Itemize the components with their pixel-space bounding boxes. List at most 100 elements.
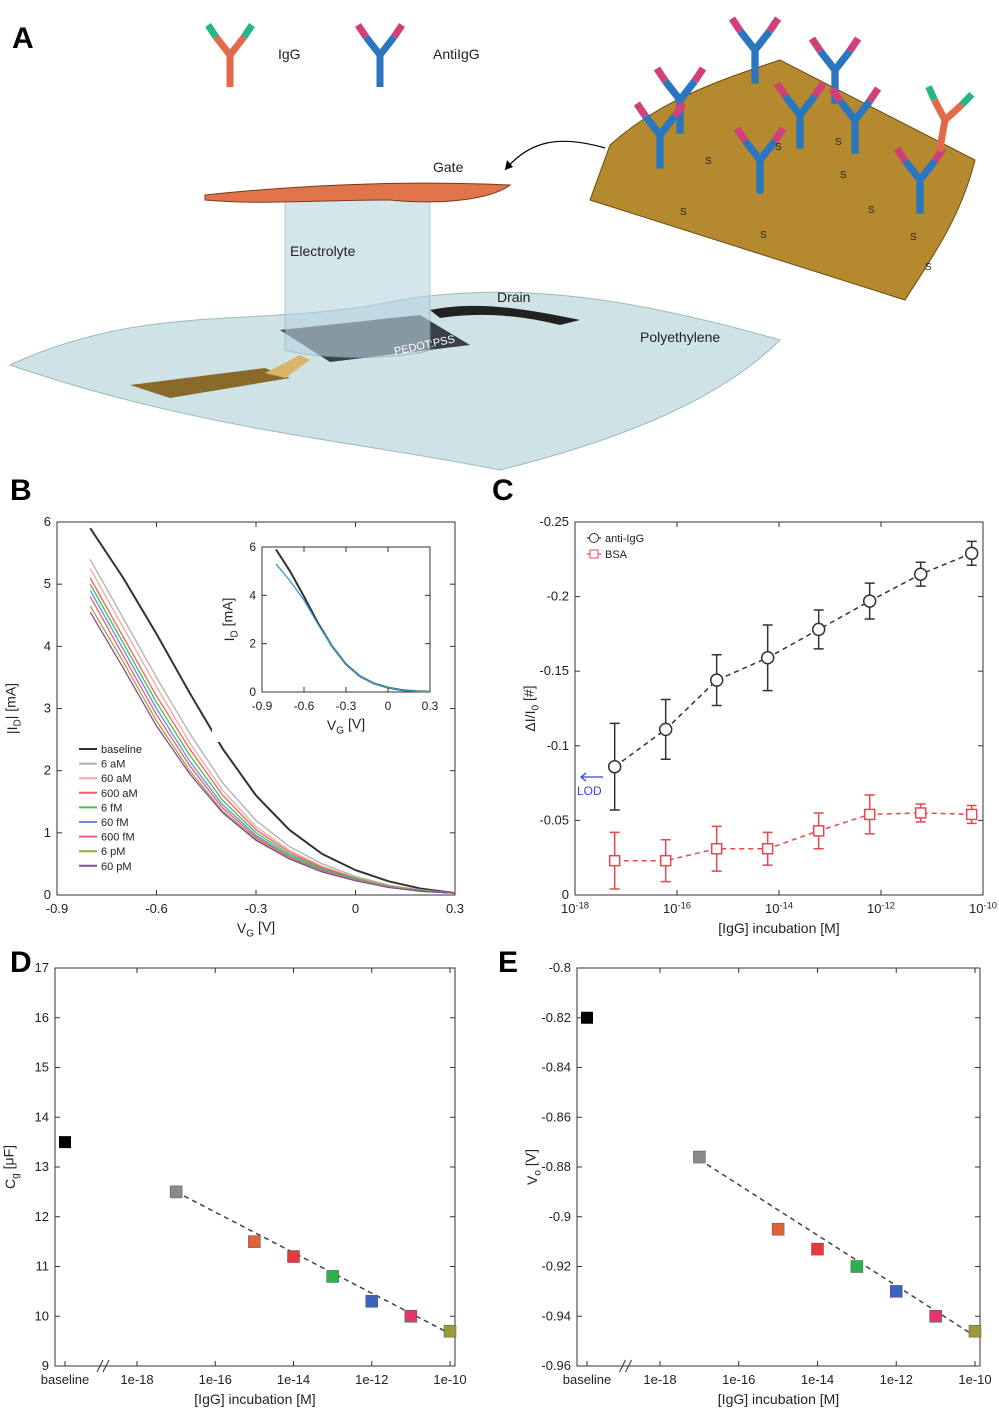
point — [658, 722, 673, 737]
y-tick-label: 9 — [42, 1358, 49, 1373]
antibody — [633, 101, 687, 169]
point — [964, 546, 979, 561]
legend-label: 600 aM — [101, 788, 138, 800]
x-tick-label: 1e-10 — [958, 1372, 991, 1387]
point — [709, 673, 724, 687]
y-tick-label: 14 — [35, 1109, 49, 1124]
point — [929, 1310, 942, 1323]
y-tick-label: 12 — [35, 1209, 49, 1224]
y-tick-label: 0 — [44, 887, 51, 902]
electrolyte — [284, 199, 431, 358]
y-tick-label: -0.92 — [541, 1259, 571, 1274]
point — [850, 1260, 864, 1273]
x-tick-label: 10-18 — [561, 900, 589, 916]
arrow — [504, 140, 606, 171]
y-tick-label: -0.82 — [541, 1010, 571, 1025]
point — [443, 1324, 457, 1338]
y-tick-label: -0.86 — [541, 1109, 571, 1124]
x-tick-label: 1e-16 — [199, 1372, 232, 1387]
x-tick-label: 10-16 — [663, 900, 691, 916]
point — [812, 825, 825, 837]
point — [608, 854, 621, 867]
y-tick-label: 13 — [35, 1159, 49, 1174]
y-tick-label: 2 — [249, 637, 256, 651]
sulfur-label: S — [925, 262, 932, 273]
point — [710, 842, 723, 855]
legend-label: 60 aM — [101, 773, 132, 785]
panel-label: D — [10, 946, 32, 979]
point — [913, 567, 928, 581]
legend-label: 60 pM — [101, 861, 132, 873]
legend-marker — [589, 533, 599, 543]
legend-label: 60 fM — [101, 817, 129, 829]
x-tick-label: 10-12 — [867, 900, 895, 916]
legend-label: 6 pM — [101, 846, 125, 858]
antibody — [925, 85, 975, 153]
point — [863, 808, 876, 821]
x-tick-label: -0.6 — [294, 699, 315, 713]
series-line — [89, 611, 456, 894]
antibody — [205, 23, 255, 87]
antibodies — [205, 16, 975, 214]
point — [890, 1285, 903, 1298]
antibody-label: AntiIgG — [433, 46, 480, 62]
point — [811, 622, 826, 637]
antibody-body — [363, 34, 397, 87]
legend-label: 6 aM — [101, 759, 125, 771]
antibody-body — [742, 138, 778, 194]
antibody — [733, 126, 787, 194]
point — [169, 1185, 183, 1199]
series-line — [614, 552, 972, 768]
x-tick-label: 1e-12 — [880, 1372, 913, 1387]
y-tick-label: 17 — [35, 960, 49, 975]
antibody-body — [213, 34, 247, 87]
y-axis-label: Vo [V] — [523, 1149, 544, 1185]
y-tick-label: 1 — [44, 825, 51, 840]
antibody-tip — [925, 85, 975, 108]
antibody — [773, 81, 827, 149]
sulfur-label: S — [910, 232, 917, 243]
antibody-body — [902, 158, 938, 214]
antibody-tip — [828, 86, 882, 104]
y-axis-label: |ID| [mA] — [3, 683, 24, 734]
point — [287, 1250, 300, 1263]
panel-label: E — [498, 946, 518, 979]
y-tick-label: 6 — [44, 514, 51, 529]
annotation: LOD — [577, 784, 602, 798]
drain-lead — [430, 305, 580, 325]
y-tick-label: -0.2 — [547, 589, 569, 604]
y-tick-label: -0.8 — [549, 960, 571, 975]
y-tick-label: 5 — [44, 576, 51, 591]
annotation-arrow — [579, 772, 603, 782]
sulfur-label: S — [840, 170, 847, 181]
panel-label: C — [492, 474, 514, 507]
sulfur-labels: S S S S S S S S S — [680, 137, 932, 273]
antibody-body — [931, 98, 965, 153]
y-tick-label: 4 — [249, 588, 256, 602]
y-tick-label: -0.96 — [541, 1358, 571, 1373]
point — [771, 1222, 785, 1236]
fit-line — [698, 1158, 976, 1337]
y-tick-label: 15 — [35, 1060, 49, 1075]
x-tick-label: 1e-16 — [722, 1372, 755, 1387]
point — [607, 759, 622, 774]
sulfur-label: S — [868, 205, 875, 216]
x-tick-label: -0.3 — [336, 699, 357, 713]
axis-break — [96, 1359, 110, 1373]
point — [59, 1136, 71, 1149]
x-axis-label: [IgG] incubation [M] — [194, 1391, 315, 1407]
y-tick-label: 0 — [562, 887, 569, 902]
series-line — [275, 563, 431, 693]
y-tick-label: -0.1 — [547, 738, 569, 753]
antibody-label: IgG — [278, 46, 301, 62]
x-tick-label: -0.9 — [252, 699, 273, 713]
substrate — [8, 291, 781, 471]
y-tick-label: -0.84 — [541, 1060, 571, 1075]
antibody-tip — [205, 23, 255, 39]
arrow-head — [505, 160, 513, 170]
antibody-body — [737, 28, 773, 84]
point — [968, 1324, 982, 1338]
y-axis-label: ID [mA] — [220, 598, 241, 642]
y-tick-label: -0.9 — [549, 1209, 571, 1224]
point — [862, 594, 877, 608]
